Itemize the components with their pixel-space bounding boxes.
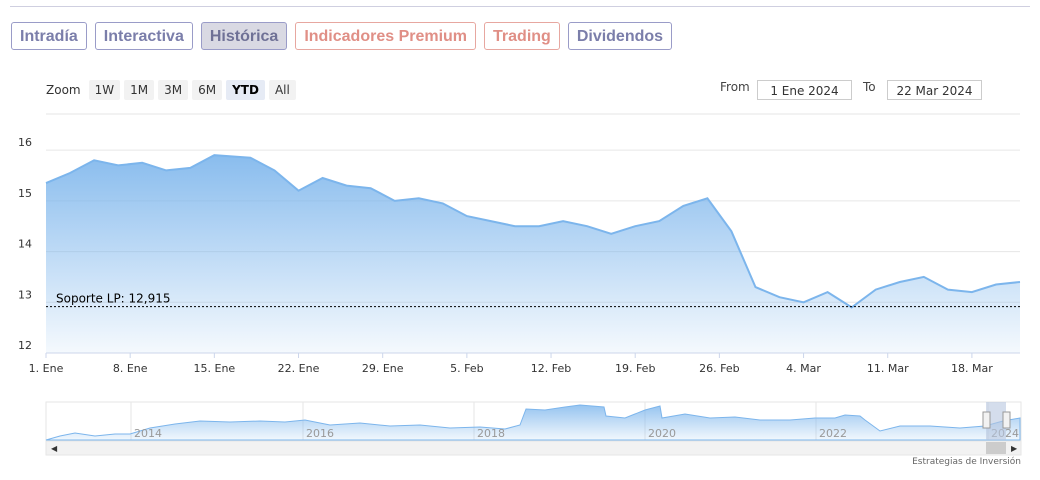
zoom-button-all[interactable]: All xyxy=(268,80,296,100)
navigator-tick-label: 2016 xyxy=(306,427,334,440)
tab-hist-rica[interactable]: Histórica xyxy=(200,22,288,50)
y-tick-label: 14 xyxy=(18,238,32,251)
y-tick-label: 15 xyxy=(18,187,32,200)
x-tick-label: 26. Feb xyxy=(699,362,739,375)
navigator-handle-left[interactable] xyxy=(982,411,991,429)
to-date-input[interactable]: 22 Mar 2024 xyxy=(887,80,982,100)
navigator-handle-right[interactable] xyxy=(1002,411,1011,429)
y-tick-label: 13 xyxy=(18,288,32,301)
tab-intrad-a[interactable]: Intradía xyxy=(11,22,87,50)
x-tick-label: 29. Ene xyxy=(362,362,404,375)
tab-bar: Intradía Interactiva Histórica Indicadores … xyxy=(11,22,673,50)
support-label: Soporte LP: 12,915 xyxy=(56,292,171,306)
scrollbar-track[interactable] xyxy=(45,440,1022,456)
y-tick-label: 12 xyxy=(18,339,32,352)
navigator-series xyxy=(45,404,1021,441)
price-area xyxy=(46,155,1020,353)
tab-interactiva[interactable]: Interactiva xyxy=(94,22,193,50)
scrollbar-thumb[interactable] xyxy=(986,442,1006,454)
navigator-tick-label: 2018 xyxy=(477,427,505,440)
x-tick-label: 8. Ene xyxy=(113,362,148,375)
navigator-tick-label: 2014 xyxy=(134,427,162,440)
from-date-input[interactable]: 1 Ene 2024 xyxy=(757,80,852,100)
tab-dividendos[interactable]: Dividendos xyxy=(567,22,673,50)
navigator-selection[interactable] xyxy=(986,402,1006,440)
zoom-button-1w[interactable]: 1W xyxy=(88,80,121,100)
support-annotation: Soporte LP: 12,915 xyxy=(46,292,1020,308)
x-tick-label: 4. Mar xyxy=(786,362,821,375)
zoom-button-6m[interactable]: 6M xyxy=(192,80,223,100)
x-tick-label: 12. Feb xyxy=(531,362,571,375)
tab-trading[interactable]: Trading xyxy=(484,22,560,50)
zoom-selector: Zoom 1W 1M 3M 6M YTD All xyxy=(46,80,296,100)
scroll-right-arrow-icon[interactable]: ▶ xyxy=(1011,444,1018,453)
x-tick-label: 19. Feb xyxy=(615,362,655,375)
x-tick-label: 22. Ene xyxy=(278,362,320,375)
zoom-button-3m[interactable]: 3M xyxy=(158,80,189,100)
x-tick-label: 11. Mar xyxy=(867,362,909,375)
to-label: To xyxy=(863,80,876,94)
x-tick-label: 18. Mar xyxy=(951,362,993,375)
chart-credit: Estrategias de Inversión xyxy=(912,457,1021,467)
y-axis-ticks: 12 13 14 15 16 xyxy=(18,136,32,352)
zoom-button-1m[interactable]: 1M xyxy=(124,80,155,100)
x-tick-label: 1. Ene xyxy=(29,362,64,375)
zoom-label: Zoom xyxy=(46,83,81,97)
scroll-left-arrow-icon[interactable]: ◀ xyxy=(51,444,58,453)
zoom-button-ytd[interactable]: YTD xyxy=(226,80,265,100)
y-tick-label: 16 xyxy=(18,136,32,149)
x-tick-label: 5. Feb xyxy=(450,362,483,375)
x-axis-ticks: 1. Ene 8. Ene 15. Ene 22. Ene 29. Ene 5. Feb 1… xyxy=(29,353,993,375)
tab-indicadores-premium[interactable]: Indicadores Premium xyxy=(295,22,477,50)
navigator-tick-label: 2022 xyxy=(819,427,847,440)
from-label: From xyxy=(720,80,750,94)
price-line xyxy=(45,154,1021,309)
top-divider xyxy=(10,6,1030,7)
navigator-tick-label: 2020 xyxy=(648,427,676,440)
x-tick-label: 15. Ene xyxy=(194,362,236,375)
